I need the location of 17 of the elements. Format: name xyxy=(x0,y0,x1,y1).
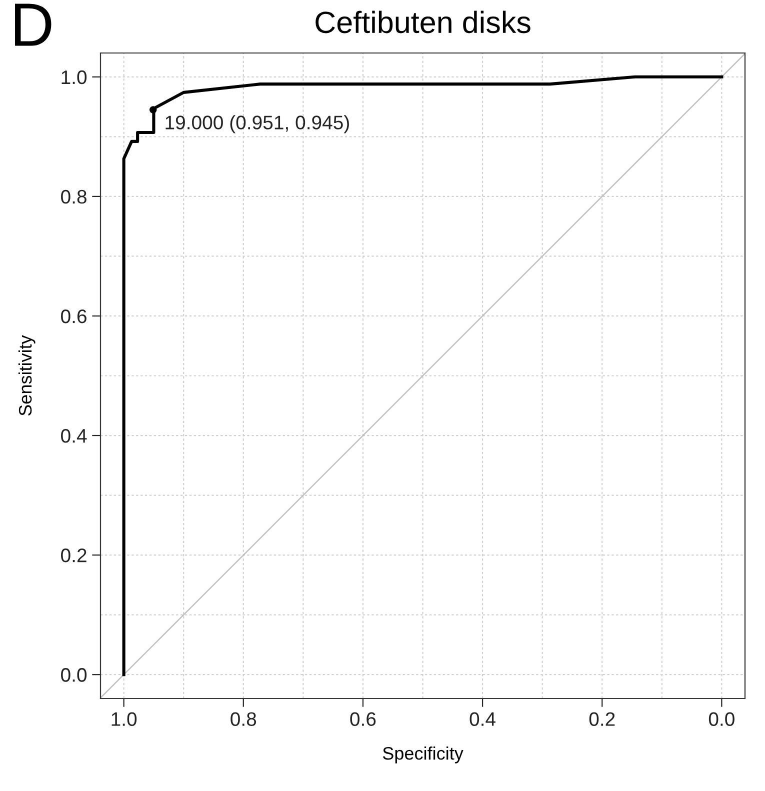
y-tick-label: 0.8 xyxy=(61,190,86,204)
x-tick-label: 0.6 xyxy=(350,712,376,726)
x-tick-label: 1.0 xyxy=(112,712,137,726)
annotation: 19.000 (0.951, 0.945) xyxy=(166,115,349,134)
y-axis-title: Sensitivity xyxy=(18,335,36,416)
chart-title: Ceftibuten disks xyxy=(316,10,530,34)
x-tick-label: 0.4 xyxy=(470,712,496,726)
y-tick-label: 0.6 xyxy=(61,309,86,324)
y-tick-label: 1.0 xyxy=(62,70,87,84)
x-tick-label: 0.8 xyxy=(230,712,256,726)
text: D xyxy=(15,4,52,46)
y-tick-label: 0.4 xyxy=(61,428,87,443)
x-tick-label: 0.0 xyxy=(708,712,734,726)
y-tick-label: 0.2 xyxy=(61,548,86,562)
y-tick-label: 0.0 xyxy=(61,668,87,682)
x-axis-title: Specificity xyxy=(382,746,464,764)
x-tick-label: 0.2 xyxy=(589,712,615,726)
